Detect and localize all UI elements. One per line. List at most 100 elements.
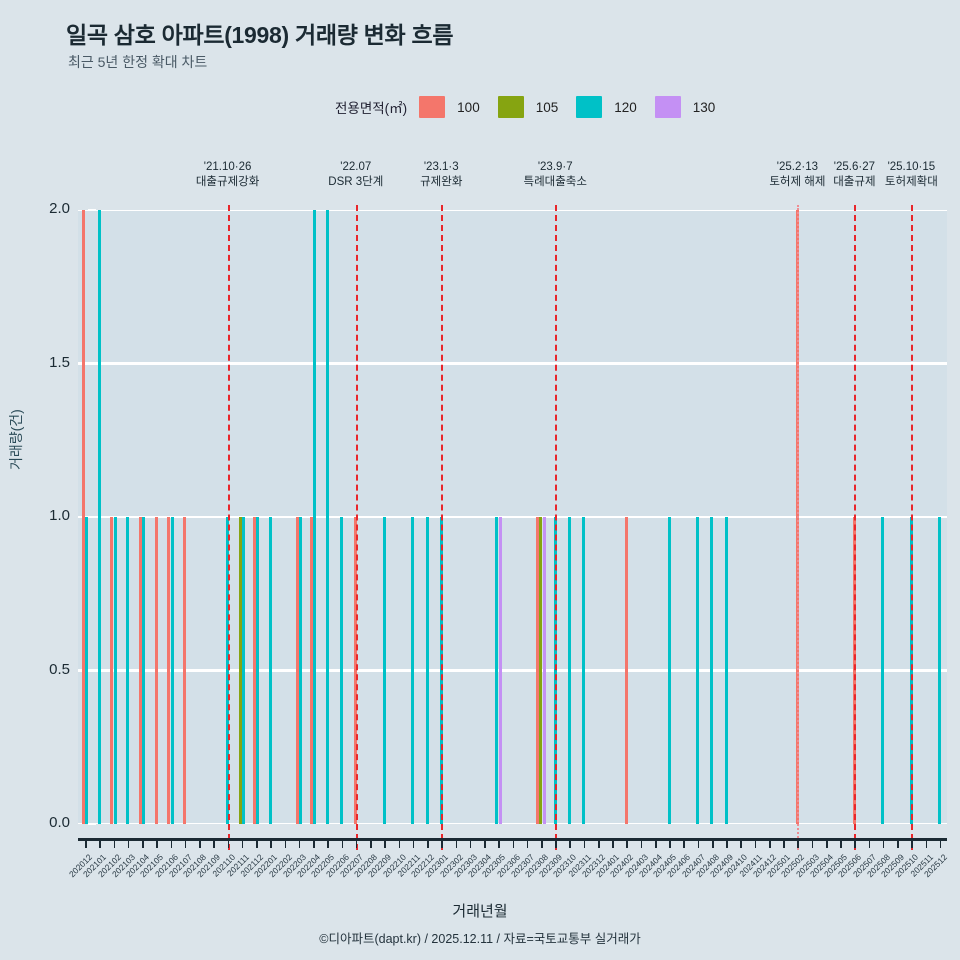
x-tick-mark <box>783 840 785 848</box>
annotation-date: '23.9·7 <box>537 161 573 173</box>
bar[interactable] <box>313 210 317 824</box>
annotation-line <box>555 205 558 850</box>
annotation-text: DSR 3단계 <box>328 176 384 188</box>
x-tick-mark <box>654 840 657 848</box>
x-tick-mark <box>256 840 258 848</box>
bar[interactable] <box>494 517 498 824</box>
bar[interactable] <box>543 517 547 824</box>
bar[interactable] <box>539 517 543 824</box>
x-tick-mark <box>184 840 187 848</box>
bar[interactable] <box>411 517 415 824</box>
legend-item[interactable]: 130 <box>654 96 730 118</box>
bar[interactable] <box>252 517 256 824</box>
annotation-date: '25.10·15 <box>887 161 936 173</box>
x-tick-mark <box>640 840 643 848</box>
legend-label: 100 <box>457 99 480 115</box>
gridline <box>78 210 947 212</box>
bar[interactable] <box>881 517 885 824</box>
x-tick-mark <box>441 840 443 848</box>
x-tick-mark <box>911 840 913 848</box>
x-tick-mark <box>199 840 201 848</box>
annotation-line <box>441 205 444 850</box>
x-tick-mark <box>127 840 130 848</box>
x-tick-mark <box>555 840 557 848</box>
x-tick-mark <box>612 840 614 848</box>
bar[interactable] <box>85 517 89 824</box>
bar[interactable] <box>624 517 628 824</box>
bar[interactable] <box>710 517 714 824</box>
x-tick-mark <box>854 840 856 848</box>
bar[interactable] <box>110 517 114 824</box>
bar[interactable] <box>242 517 246 824</box>
bar[interactable] <box>498 517 502 824</box>
x-tick-mark <box>455 840 458 848</box>
bar[interactable] <box>295 517 299 824</box>
gridline <box>78 515 947 519</box>
bar[interactable] <box>567 517 571 824</box>
legend-item[interactable]: 105 <box>497 96 573 118</box>
bar[interactable] <box>696 517 700 824</box>
bar[interactable] <box>154 517 158 824</box>
x-tick-mark <box>113 840 116 848</box>
x-tick-mark <box>99 840 101 848</box>
x-tick-mark <box>669 840 671 848</box>
bar[interactable] <box>340 517 344 824</box>
bar[interactable] <box>425 517 429 824</box>
bar[interactable] <box>325 210 329 824</box>
x-tick-mark <box>868 840 871 848</box>
x-tick-mark <box>213 840 215 848</box>
x-tick-mark <box>740 840 743 848</box>
bar[interactable] <box>113 517 117 824</box>
legend-items: 100 105 120 130 <box>419 96 733 118</box>
bar[interactable] <box>309 517 313 824</box>
bar[interactable] <box>97 210 101 824</box>
x-tick-mark <box>626 840 629 848</box>
x-tick-mark <box>227 840 230 848</box>
annotation-label: '22.07 DSR 3단계 <box>296 160 416 190</box>
x-tick-mark <box>583 840 586 848</box>
x-tick-mark <box>327 840 329 848</box>
bar[interactable] <box>238 517 242 824</box>
bar[interactable] <box>382 517 386 824</box>
bar[interactable] <box>138 517 142 824</box>
bar[interactable] <box>126 517 130 824</box>
x-tick-mark <box>825 840 828 848</box>
page-title: 일곡 삼호 아파트(1998) 거래량 변화 흐름 <box>66 22 454 48</box>
annotation-line <box>355 205 358 850</box>
bar[interactable] <box>256 517 260 824</box>
y-tick-mark <box>88 822 96 826</box>
bar[interactable] <box>142 517 146 824</box>
x-tick-mark <box>697 840 700 848</box>
legend-item[interactable]: 100 <box>419 96 494 118</box>
x-tick-mark <box>284 840 287 848</box>
gridline <box>78 362 947 365</box>
legend-swatch <box>576 96 603 118</box>
legend-item[interactable]: 120 <box>576 96 651 118</box>
legend-title: 전용면적(㎡) <box>335 101 408 116</box>
annotation-line <box>854 205 857 850</box>
bar[interactable] <box>170 517 174 824</box>
x-tick-mark <box>355 840 358 848</box>
x-axis-line <box>78 838 947 841</box>
bar[interactable] <box>582 517 586 824</box>
legend-swatch <box>497 96 524 118</box>
x-tick-mark <box>540 840 543 848</box>
chart-credit: ©디아파트(dapt.kr) / 2025.12.11 / 자료=국토교통부 실… <box>319 932 641 946</box>
bar[interactable] <box>183 517 187 824</box>
bar[interactable] <box>268 517 272 824</box>
bar[interactable] <box>167 517 171 824</box>
bar[interactable] <box>299 517 303 824</box>
annotation-text: 대출규제 <box>833 176 876 188</box>
bar[interactable] <box>938 517 942 824</box>
bar[interactable] <box>667 517 671 824</box>
bar[interactable] <box>535 517 539 824</box>
bar[interactable] <box>81 210 85 824</box>
bar[interactable] <box>724 517 728 824</box>
x-tick-mark <box>341 840 344 848</box>
y-tick-label: 0.5 <box>49 660 70 678</box>
annotation-line <box>797 205 800 850</box>
x-tick-mark <box>811 840 814 848</box>
y-axis-title: 거래량(건) <box>8 409 24 470</box>
annotation-label: '23.1·3 규제완화 <box>381 160 501 190</box>
legend-swatch <box>654 96 681 118</box>
